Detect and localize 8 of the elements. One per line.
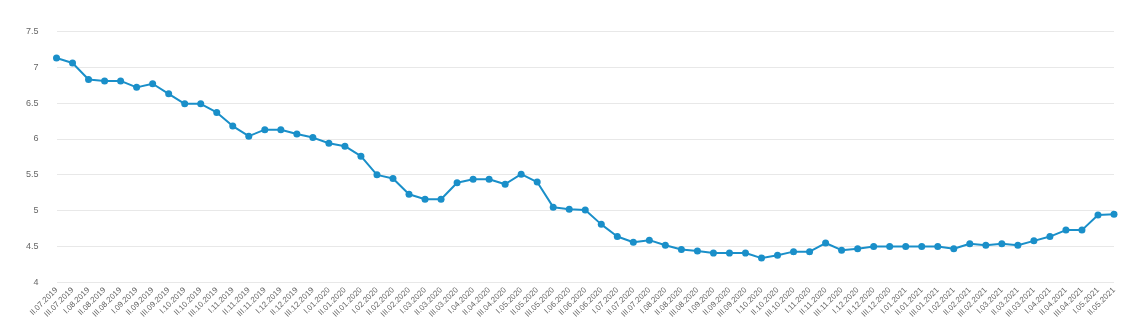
y-tick-label: 7 — [33, 61, 39, 72]
y-tick-label: 7.5 — [26, 25, 39, 36]
y-tick-label: 4.5 — [26, 241, 39, 252]
y-tick-label: 6.5 — [26, 97, 39, 108]
y-tick-label: 6 — [33, 133, 39, 144]
y-tick-label: 5 — [33, 205, 39, 216]
y-tick-label: 5.5 — [26, 169, 39, 180]
y-tick-label: 4 — [33, 276, 39, 287]
